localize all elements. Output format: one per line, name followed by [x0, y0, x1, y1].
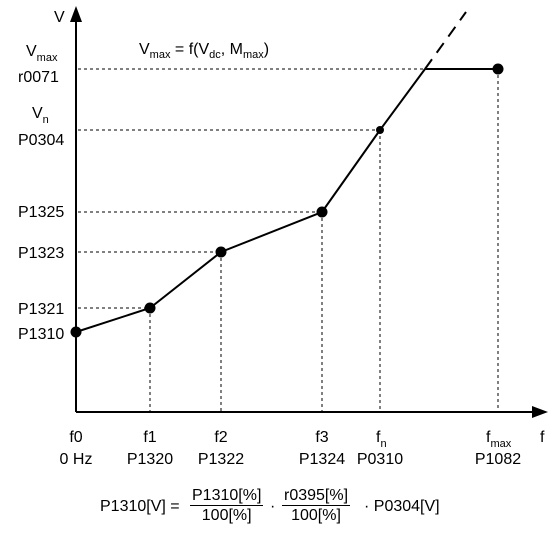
- y-axis-arrow: [70, 6, 82, 22]
- x-label-p1324: P1324: [299, 451, 345, 468]
- x-label-fn: fn: [376, 429, 387, 450]
- x-label-fmax: fmax: [486, 429, 512, 450]
- formula-fraction-1-numerator: P1310[%]: [190, 487, 264, 506]
- formula-fraction-1-denominator: 100[%]: [201, 507, 252, 524]
- y-label-r0071: r0071: [18, 69, 59, 86]
- curve-extension-dashed: [424, 11, 467, 70]
- y-axis-label: V: [54, 9, 65, 26]
- point-f2: [215, 246, 227, 258]
- x-label-p1322: P1322: [198, 451, 244, 468]
- y-label-vmax: Vmax: [26, 43, 58, 64]
- x-label-f1: f1: [143, 429, 156, 446]
- y-label-p1310: P1310: [18, 326, 64, 343]
- point-f1: [144, 302, 156, 314]
- x-label-p1320: P1320: [127, 451, 173, 468]
- vmax-function-annotation: Vmax = f(Vdc, Mmax): [139, 41, 269, 61]
- point-fn: [376, 126, 384, 134]
- x-axis-label: f: [540, 429, 545, 446]
- point-f3: [316, 206, 328, 218]
- x-label-f3: f3: [315, 429, 328, 446]
- y-label-p1321: P1321: [18, 301, 64, 318]
- x-label-f2: f2: [214, 429, 227, 446]
- vf-characteristic-diagram: V f Vmax = f(Vdc, Mmax) Vmax r0071 Vn P0…: [18, 6, 548, 468]
- point-fmax: [492, 63, 504, 75]
- x-axis-arrow: [532, 406, 548, 418]
- y-label-vn: Vn: [32, 105, 49, 126]
- x-label-p0310: P0310: [357, 451, 403, 468]
- y-label-p1323: P1323: [18, 245, 64, 262]
- x-label-p1082: P1082: [475, 451, 521, 468]
- formula-fraction-2-denominator: 100[%]: [291, 507, 341, 524]
- formula-fraction-2: r0395[%] 100[%]: [282, 486, 351, 525]
- x-label-f0: f0: [69, 429, 82, 446]
- y-label-p1325: P1325: [18, 204, 64, 221]
- formula-rhs: · P0304[V]: [364, 498, 440, 515]
- vf-curve: [75, 68, 426, 333]
- formula-lhs: P1310[V] =: [100, 498, 180, 515]
- formula-dot: ·: [270, 498, 276, 515]
- x-label-0hz: 0 Hz: [60, 451, 93, 468]
- p1310-formula: P1310[V] = P1310[%] 100[%] · r0395[%] 10…: [0, 484, 548, 539]
- point-f0: [70, 326, 82, 338]
- formula-fraction-1: P1310[%] 100[%]: [190, 486, 264, 525]
- formula-fraction-2-numerator: r0395[%]: [282, 487, 351, 506]
- y-label-p0304: P0304: [18, 132, 64, 149]
